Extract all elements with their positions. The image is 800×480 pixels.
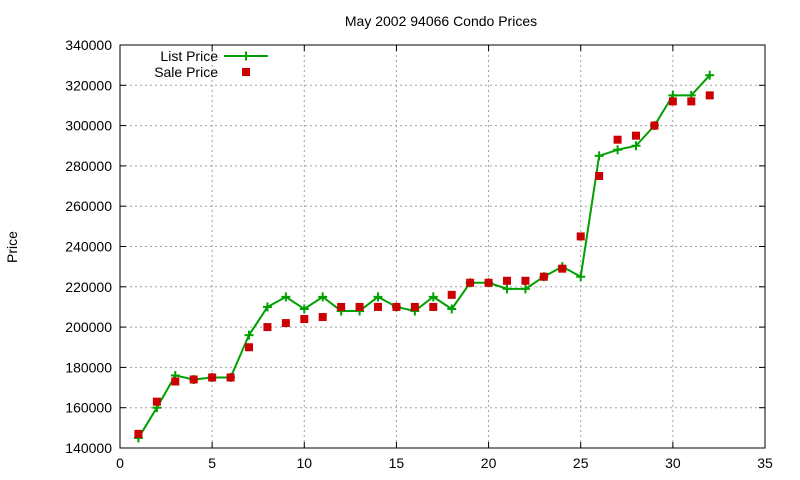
data-point: [189, 375, 198, 384]
data-point: [576, 232, 585, 241]
data-point: [208, 373, 217, 382]
data-point: [374, 302, 382, 311]
x-tick-label: 5: [208, 455, 216, 471]
data-point: [355, 302, 364, 311]
legend-marker: [242, 68, 250, 76]
data-point: [428, 292, 438, 302]
chart-title: May 2002 94066 Condo Prices: [345, 13, 537, 29]
y-tick-label: 240000: [65, 239, 112, 255]
data-point: [447, 290, 456, 299]
x-tick-label: 20: [481, 455, 497, 471]
data-point: [226, 373, 235, 382]
tick-labels: 0 5 10 15 20 25 30 35 140000 160000 180000 200000 22…: [65, 37, 773, 471]
x-tick-label: 10: [296, 455, 312, 471]
grid-lines: [120, 45, 765, 448]
y-tick-label: 340000: [65, 37, 112, 53]
y-tick-label: 260000: [65, 198, 112, 214]
data-point: [558, 264, 567, 273]
data-point: [650, 121, 659, 130]
axes: [119, 44, 766, 449]
data-point: [410, 302, 419, 311]
data-point: [318, 292, 328, 302]
series-0: [133, 70, 715, 443]
data-point: [245, 343, 253, 352]
data-point: [521, 276, 530, 285]
y-tick-label: 300000: [65, 118, 112, 134]
x-tick-label: 25: [573, 455, 589, 471]
data-point: [594, 151, 604, 161]
data-point: [299, 304, 309, 314]
legend-entry-1: Sale Price: [154, 64, 250, 80]
series-1: [134, 91, 714, 438]
y-tick-label: 180000: [65, 359, 112, 375]
y-tick-label: 160000: [65, 400, 112, 416]
x-tick-label: 35: [757, 455, 773, 471]
data-point: [152, 397, 161, 406]
data-point: [705, 91, 714, 100]
data-point: [595, 171, 604, 180]
data-point: [705, 70, 715, 80]
x-tick-label: 15: [389, 455, 405, 471]
data-point: [520, 284, 530, 294]
data-point: [632, 131, 640, 140]
x-tick-label: 30: [665, 455, 681, 471]
y-axis-label: Price: [4, 231, 20, 263]
data-point: [134, 429, 143, 438]
data-point: [300, 315, 309, 324]
data-point: [263, 323, 272, 332]
data-point: [244, 330, 254, 340]
data-point: [281, 292, 291, 302]
data-point: [171, 377, 180, 386]
data-point: [392, 302, 401, 311]
data-point: [576, 272, 586, 282]
data-point: [484, 278, 493, 287]
data-point: [337, 302, 346, 311]
data-point: [613, 135, 622, 144]
data-point: [668, 97, 677, 106]
data-point: [318, 313, 327, 322]
data-point: [502, 284, 512, 294]
y-tick-label: 220000: [65, 279, 112, 295]
data-point: [539, 272, 548, 281]
data-point: [373, 292, 383, 302]
series-line: [137, 74, 711, 439]
y-tick-label: 200000: [65, 319, 112, 335]
legend-marker: [241, 51, 251, 61]
data-point: [466, 278, 475, 287]
legend-entry-0: List Price: [160, 48, 268, 64]
data-point: [429, 302, 438, 311]
data-point: [503, 276, 511, 285]
y-tick-label: 320000: [65, 77, 112, 93]
data-point: [613, 145, 623, 155]
x-tick-label: 0: [116, 455, 124, 471]
data-point: [631, 141, 641, 151]
data-point: [687, 97, 696, 106]
data-point: [447, 304, 457, 314]
legend-label: Sale Price: [154, 64, 218, 80]
series-layer: [133, 70, 715, 443]
data-point: [262, 302, 272, 312]
data-point: [281, 319, 290, 328]
legend-label: List Price: [160, 48, 218, 64]
y-tick-label: 140000: [65, 440, 112, 456]
y-tick-label: 280000: [65, 158, 112, 174]
